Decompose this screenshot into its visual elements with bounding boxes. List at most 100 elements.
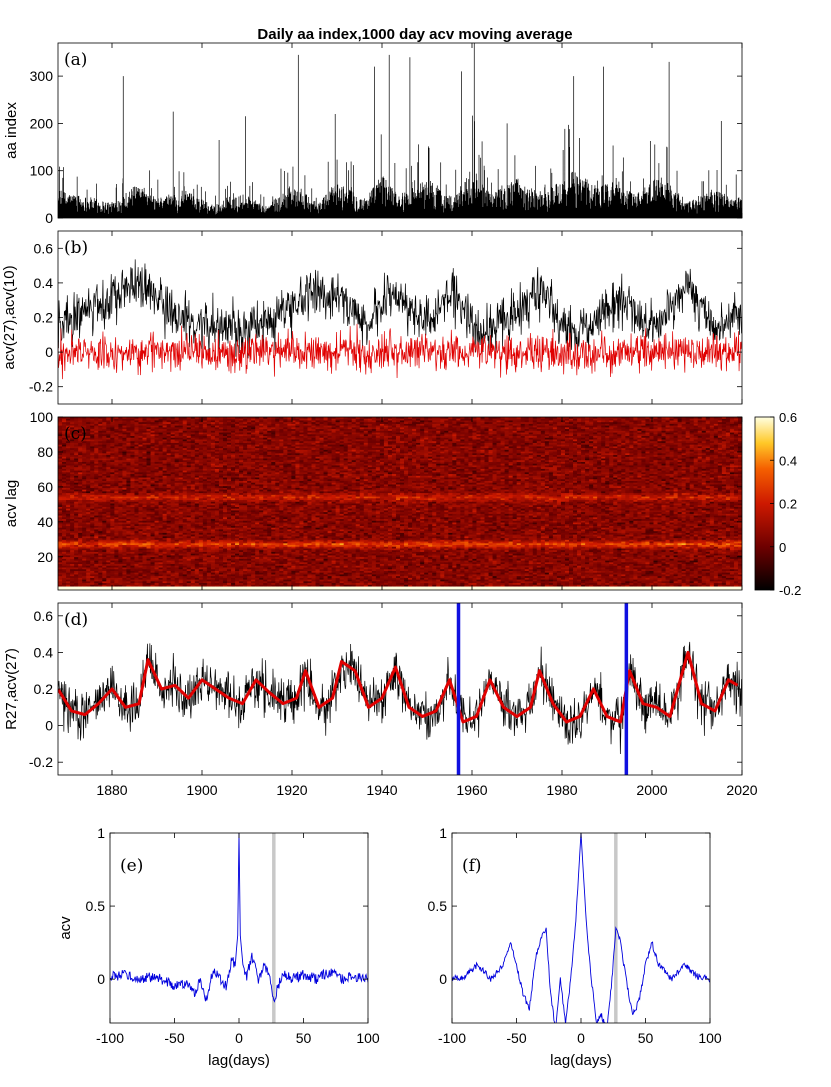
heatmap-cell: [456, 436, 461, 439]
heatmap-cell: [311, 437, 317, 441]
heatmap-cell: [98, 439, 103, 442]
heatmap-cell: [536, 417, 542, 420]
heatmap-cell: [259, 436, 264, 439]
heatmap-cell: [194, 422, 200, 425]
heatmap-cell: [98, 423, 103, 427]
heatmap-cell: [114, 425, 119, 428]
heatmap-cell: [500, 439, 506, 442]
heatmap-cell: [166, 418, 172, 422]
heatmap-cell: [142, 423, 148, 427]
heatmap-cell: [94, 427, 99, 430]
heatmap-cell: [440, 425, 445, 428]
heatmap-cell: [283, 439, 288, 442]
heatmap-cell: [190, 425, 196, 428]
heatmap-cell: [697, 427, 703, 430]
heatmap-cell: [633, 430, 638, 434]
heatmap-cell: [395, 427, 401, 430]
heatmap-cell: [303, 417, 309, 420]
heatmap-cell: [114, 439, 119, 442]
heatmap-cell: [681, 427, 687, 430]
heatmap-cell: [673, 417, 679, 420]
heatmap-cell: [351, 441, 357, 444]
heatmap-cell: [524, 423, 530, 427]
heatmap-cell: [210, 422, 216, 425]
heatmap-cell: [222, 417, 228, 420]
heatmap-cell: [617, 420, 622, 423]
heatmap-cell: [218, 439, 224, 442]
heatmap-cell: [375, 417, 381, 420]
heatmap-cell: [251, 434, 256, 437]
heatmap-cell: [617, 430, 622, 434]
heatmap-cell: [66, 432, 71, 435]
y-axis-label-b: acv(27),acv(10): [1, 265, 18, 369]
heatmap-cell: [641, 420, 647, 423]
heatmap-cell: [255, 422, 260, 425]
heatmap-cell: [613, 420, 618, 423]
heatmap-cell: [106, 441, 111, 444]
heatmap-cell: [90, 425, 95, 428]
heatmap-cell: [231, 418, 236, 422]
heatmap-cell: [597, 430, 602, 434]
heatmap-cell: [725, 420, 731, 423]
heatmap-cell: [468, 418, 474, 422]
heatmap-cell: [287, 434, 292, 437]
heatmap-cell: [118, 437, 123, 441]
heatmap-cell: [424, 439, 429, 442]
heatmap-cell: [383, 417, 389, 420]
heatmap-cell: [82, 417, 87, 420]
heatmap-cell: [98, 427, 103, 430]
heatmap-cell: [424, 432, 429, 435]
heatmap-cell: [693, 432, 699, 435]
y-tick-label-b: 0.2: [34, 310, 54, 326]
heatmap-cell: [705, 439, 711, 442]
heatmap-cell: [444, 420, 449, 423]
heatmap-cell: [134, 423, 140, 427]
heatmap-cell: [331, 427, 337, 430]
heatmap-cell: [239, 417, 244, 420]
heatmap-cell: [331, 439, 337, 442]
heatmap-cell: [436, 417, 441, 420]
heatmap-cell: [355, 427, 361, 430]
heatmap-cell: [110, 420, 115, 423]
heatmap-cell: [589, 429, 594, 432]
heatmap-cell: [150, 436, 156, 439]
heatmap-cell: [355, 425, 361, 428]
heatmap-cell: [218, 434, 224, 437]
heatmap-cell: [532, 439, 538, 442]
heatmap-cell: [239, 434, 244, 437]
heatmap-cell: [70, 423, 75, 427]
heatmap-cell: [725, 429, 731, 432]
heatmap-cell: [291, 429, 296, 432]
heatmap-cell: [138, 420, 144, 423]
heatmap-cell: [267, 429, 272, 432]
heatmap-cell: [444, 423, 449, 427]
heatmap-cell: [480, 425, 486, 428]
heatmap-cell: [589, 423, 594, 427]
heatmap-cell: [605, 420, 610, 423]
heatmap-cell: [291, 441, 296, 444]
heatmap-cell: [637, 436, 643, 439]
heatmap-cell: [508, 432, 514, 435]
heatmap-cell: [371, 427, 377, 430]
heatmap-cell: [343, 441, 349, 444]
heatmap-cell: [725, 439, 731, 442]
heatmap-cell: [247, 417, 252, 420]
heatmap-cell: [146, 420, 152, 423]
heatmap-cell: [657, 432, 663, 435]
heatmap-cell: [428, 420, 433, 423]
heatmap-cell: [436, 434, 441, 437]
heatmap-cell: [492, 423, 498, 427]
heatmap-cell: [657, 429, 663, 432]
heatmap-cell: [271, 417, 276, 420]
heatmap-cell: [468, 425, 474, 428]
heatmap-cell: [218, 418, 224, 422]
heatmap-cell: [428, 441, 433, 444]
heatmap-cell: [573, 422, 578, 425]
heatmap-cell: [339, 425, 345, 428]
heatmap-cell: [134, 441, 140, 444]
heatmap-cell: [363, 420, 369, 423]
heatmap-cell: [355, 418, 361, 422]
heatmap-cell: [267, 437, 272, 441]
heatmap-cell: [404, 427, 409, 430]
heatmap-cell: [70, 420, 75, 423]
